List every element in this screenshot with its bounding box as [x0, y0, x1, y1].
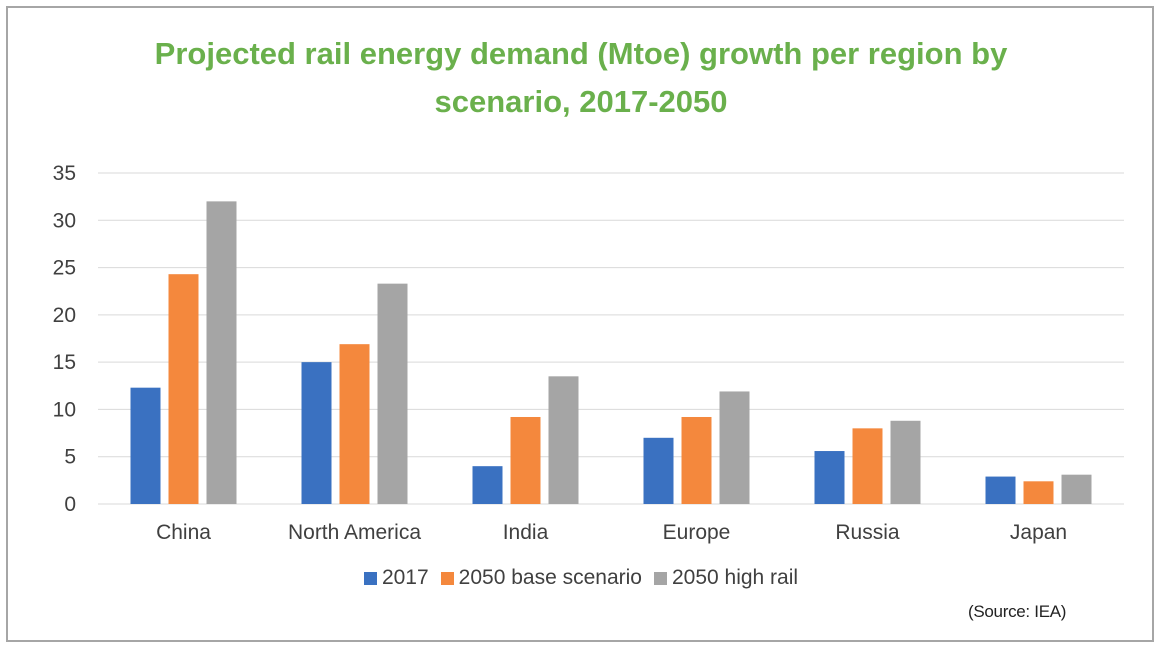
bar-europe-series-2 — [719, 391, 750, 504]
x-category-label-5: Japan — [1010, 521, 1067, 544]
chart-title: Projected rail energy demand (Mtoe) grow… — [0, 30, 1162, 126]
bar-russia-series-1 — [852, 428, 883, 504]
bar-north-america-series-2 — [377, 283, 408, 504]
legend-swatch-0 — [363, 571, 377, 585]
y-tick-label-4: 20 — [53, 304, 76, 327]
y-tick-label-7: 35 — [53, 162, 76, 185]
chart-title-line-1: Projected rail energy demand (Mtoe) grow… — [154, 36, 1008, 71]
bar-north-america-series-1 — [339, 344, 370, 504]
y-tick-label-5: 25 — [53, 257, 76, 280]
bar-china-series-0 — [130, 387, 161, 504]
legend-swatch-1 — [440, 571, 454, 585]
legend-item-2: 2050 high rail — [653, 566, 799, 590]
y-tick-label-1: 5 — [64, 446, 76, 469]
legend-item-1: 2050 base scenario — [440, 566, 642, 590]
bar-india-series-2 — [548, 376, 579, 504]
bar-russia-series-0 — [814, 451, 845, 504]
y-tick-label-2: 10 — [53, 398, 76, 421]
legend-label-0: 2017 — [381, 566, 429, 589]
x-category-label-4: Russia — [835, 521, 900, 544]
bar-japan-series-2 — [1061, 474, 1092, 504]
bar-india-series-1 — [510, 416, 541, 504]
bar-china-series-2 — [206, 201, 237, 504]
bar-europe-series-1 — [681, 416, 712, 504]
x-category-label-2: India — [503, 521, 549, 544]
bar-japan-series-0 — [985, 476, 1016, 504]
x-category-label-1: North America — [288, 521, 421, 544]
legend-item-0: 2017 — [363, 566, 429, 590]
x-category-label-0: China — [156, 521, 211, 544]
bar-russia-series-2 — [890, 420, 921, 504]
x-category-label-3: Europe — [663, 521, 731, 544]
bar-china-series-1 — [168, 274, 199, 504]
bar-europe-series-0 — [643, 437, 674, 504]
y-tick-label-6: 30 — [53, 209, 76, 232]
y-tick-label-0: 0 — [64, 493, 76, 516]
chart-legend: 2017 2050 base scenario 2050 high rail — [0, 566, 1162, 591]
chart-title-line-2: scenario, 2017-2050 — [434, 84, 728, 119]
legend-swatch-2 — [653, 571, 667, 585]
y-tick-label-3: 15 — [53, 351, 76, 374]
bar-japan-series-1 — [1023, 481, 1054, 504]
legend-label-1: 2050 base scenario — [458, 566, 642, 589]
legend-label-2: 2050 high rail — [671, 566, 799, 589]
source-note: (Source: IEA) — [968, 602, 1067, 621]
bar-north-america-series-0 — [301, 362, 332, 504]
bar-india-series-0 — [472, 466, 503, 504]
